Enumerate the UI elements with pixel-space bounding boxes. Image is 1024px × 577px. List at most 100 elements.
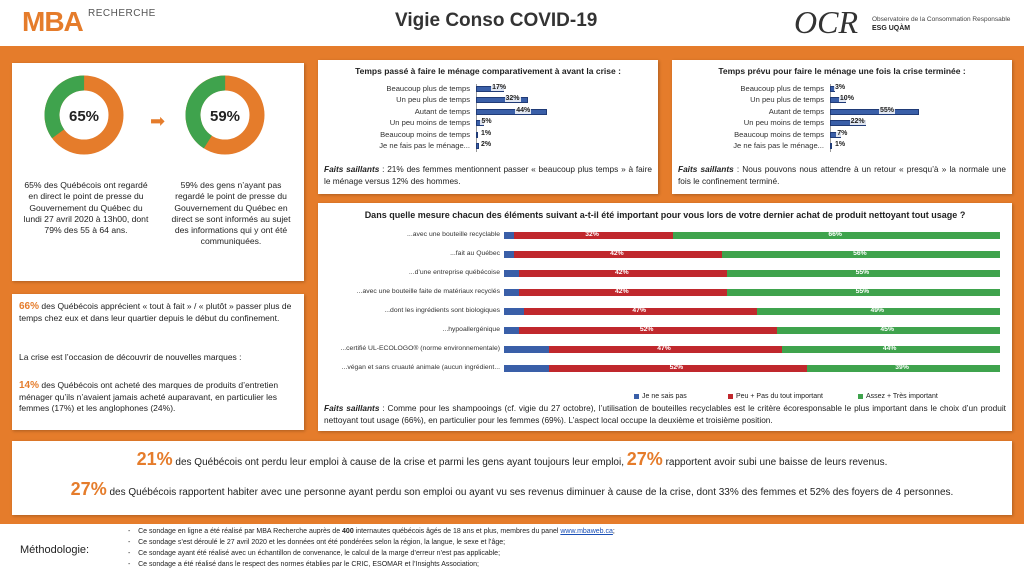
apres-faits-saillants: Faits saillants : Nous pouvons nous atte… xyxy=(678,164,1006,187)
nettoyant-segment-label: 49% xyxy=(870,307,885,314)
donut-left-text: 65% des Québécois ont regardé en direct … xyxy=(23,180,149,236)
menage-chart-panel: Temps passé à faire le ménage comparativ… xyxy=(318,60,658,194)
nettoyant-segment-ne-sais-pas xyxy=(504,346,549,353)
bottom-stat-2-pct: 27% xyxy=(70,479,107,499)
nettoyant-segment-label: 56% xyxy=(853,250,867,257)
apres-value-label: 3% xyxy=(834,84,847,91)
mbaweb-link[interactable]: www.mbaweb.ca xyxy=(560,528,613,535)
menage-value-label: 32% xyxy=(504,95,521,103)
menage-category-label: Un peu plus de temps xyxy=(396,95,470,105)
bottom-stat-1-pct-b: 27% xyxy=(626,449,663,469)
nettoyant-segment-ne-sais-pas xyxy=(504,289,519,296)
nettoyant-legend-item: Assez + Très important xyxy=(858,393,938,400)
nettoyant-segment-label: 66% xyxy=(828,231,842,238)
nettoyant-segment-label: 42% xyxy=(615,288,629,295)
nettoyant-segment-label: 47% xyxy=(657,345,671,352)
nettoyant-segment-label: 44% xyxy=(882,345,897,352)
apres-chart-panel: Temps prévu pour faire le ménage une foi… xyxy=(672,60,1012,194)
nettoyant-segment-label: 45% xyxy=(880,326,894,333)
menage-value-label: 17% xyxy=(491,84,508,91)
apres-category-label: Beaucoup plus de temps xyxy=(740,84,824,93)
legend-label: Peu + Pas du tout important xyxy=(736,393,823,400)
bottom-stat-1-pct-a: 21% xyxy=(136,449,173,469)
mba-logo-recherche: RECHERCHE xyxy=(88,8,156,19)
nettoyant-segment-ne-sais-pas xyxy=(504,327,519,334)
apres-value-label: 1% xyxy=(834,141,847,148)
donut-left-arc xyxy=(44,75,124,155)
nettoyant-segment-peu-important xyxy=(548,365,807,372)
methodology-line-2: - Ce sondage s’est déroulé le 27 avril 2… xyxy=(128,539,505,546)
nettoyant-faits-label: Faits saillants xyxy=(324,403,380,413)
apres-category-label: Autant de temps xyxy=(768,106,824,116)
left-fact-1-text: des Québécois apprécient « tout à fait »… xyxy=(19,301,292,323)
nettoyant-segment-label: 55% xyxy=(855,288,870,295)
nettoyant-segment-label: 55% xyxy=(855,269,870,276)
nettoyant-segment-ne-sais-pas xyxy=(504,308,524,315)
methodology-line-3-text: Ce sondage ayant été réalisé avec un éch… xyxy=(138,550,501,557)
donut-left-hole xyxy=(60,91,108,139)
bottom-stats-panel: 21% des Québécois ont perdu leur emploi … xyxy=(12,441,1012,515)
legend-swatch xyxy=(858,393,863,399)
nettoyant-segment-important xyxy=(727,270,1000,277)
left-fact-1-pct: 66% xyxy=(19,301,40,312)
nettoyant-category-label: ...hypoallergénique xyxy=(442,326,500,333)
nettoyant-category-label: ...végan et sans cruauté animale (aucun … xyxy=(341,364,500,371)
apres-bar xyxy=(830,143,832,149)
nettoyant-segment-peu-important xyxy=(513,251,723,258)
nettoyant-category-label: ...d’une entreprise québécoise xyxy=(408,269,500,276)
left-fact-2: La crise est l’occasion de découvrir de … xyxy=(19,352,242,362)
donut-right-text: 59% des gens n’ayant pas regardé le poin… xyxy=(171,180,291,247)
nettoyant-stacked-chart: ...avec une bouteille recyclable 32% 66%..… xyxy=(318,223,1012,400)
methodology-line-2-text: Ce sondage s’est déroulé le 27 avril 202… xyxy=(138,539,506,546)
nettoyant-segment-ne-sais-pas xyxy=(504,270,519,277)
menage-bar xyxy=(476,108,548,115)
methodology-line-4-text: Ce sondage a été réalisé dans le respect… xyxy=(138,561,479,568)
bottom-stat-1-text-b: rapportent avoir subi une baisse de leur… xyxy=(665,457,888,468)
menage-value-label: 2% xyxy=(480,141,493,148)
nettoyant-segment-important xyxy=(776,327,1000,334)
bullet: - xyxy=(128,539,131,546)
apres-category-label: Un peu plus de temps xyxy=(750,95,824,105)
apres-value-label: 55% xyxy=(879,106,896,114)
nettoyant-segment-label: 52% xyxy=(639,326,654,333)
bullet: - xyxy=(128,528,131,535)
methodology-line-4: - Ce sondage a été réalisé dans le respe… xyxy=(128,561,479,568)
menage-bar-chart: Beaucoup plus de temps 17% Un peu plus de … xyxy=(318,80,658,160)
donut-right-value: 59% xyxy=(209,108,241,125)
menage-axis xyxy=(476,84,477,153)
nettoyant-category-label: ...dont les ingrédients sont biologiques xyxy=(384,307,500,314)
menage-bar xyxy=(476,143,480,149)
nettoyant-segment-peu-important xyxy=(518,270,728,277)
menage-faits-saillants: Faits saillants : 21% des femmes mention… xyxy=(324,164,652,187)
methodology-label: Méthodologie: xyxy=(20,544,90,556)
nettoyant-segment-important xyxy=(727,289,1000,296)
ocr-logo-text: OCR xyxy=(794,4,858,40)
menage-value-label: 1% xyxy=(480,129,493,137)
apres-axis xyxy=(830,84,831,153)
nettoyant-segment-peu-important xyxy=(513,232,673,239)
nettoyant-chart-panel: Dans quelle mesure chacun des éléments s… xyxy=(318,203,1012,431)
legend-swatch xyxy=(728,393,733,399)
bullet: - xyxy=(128,561,131,568)
nettoyant-segment-ne-sais-pas xyxy=(504,251,514,258)
nettoyant-segment-label: 39% xyxy=(895,364,909,371)
methodology-line-1-d: ; xyxy=(612,528,615,535)
header: MBA RECHERCHE Vigie Conso COVID-19 OCR O… xyxy=(0,0,1024,46)
legend-label: Assez + Très important xyxy=(866,393,938,400)
nettoyant-segment-important xyxy=(806,365,1000,372)
nettoyant-segment-important xyxy=(756,308,1000,315)
nettoyant-segment-label: 42% xyxy=(610,250,624,257)
mba-logo: MBA RECHERCHE xyxy=(22,6,155,38)
apres-value-label: 10% xyxy=(838,95,855,103)
nettoyant-segment-label: 42% xyxy=(615,269,629,276)
left-facts-panel: 66% des Québécois apprécient « tout à fa… xyxy=(12,294,304,430)
menage-category-label: Beaucoup moins de temps xyxy=(380,129,470,139)
nettoyant-legend-item: Je ne sais pas xyxy=(634,393,687,400)
donut-right xyxy=(185,75,265,155)
nettoyant-segment-peu-important xyxy=(523,308,757,315)
legend-swatch xyxy=(634,393,639,399)
donut-left-value: 65% xyxy=(68,108,100,125)
nettoyant-segment-peu-important xyxy=(548,346,782,353)
bottom-stat-line-1: 21% des Québécois ont perdu leur emploi … xyxy=(12,449,1012,470)
